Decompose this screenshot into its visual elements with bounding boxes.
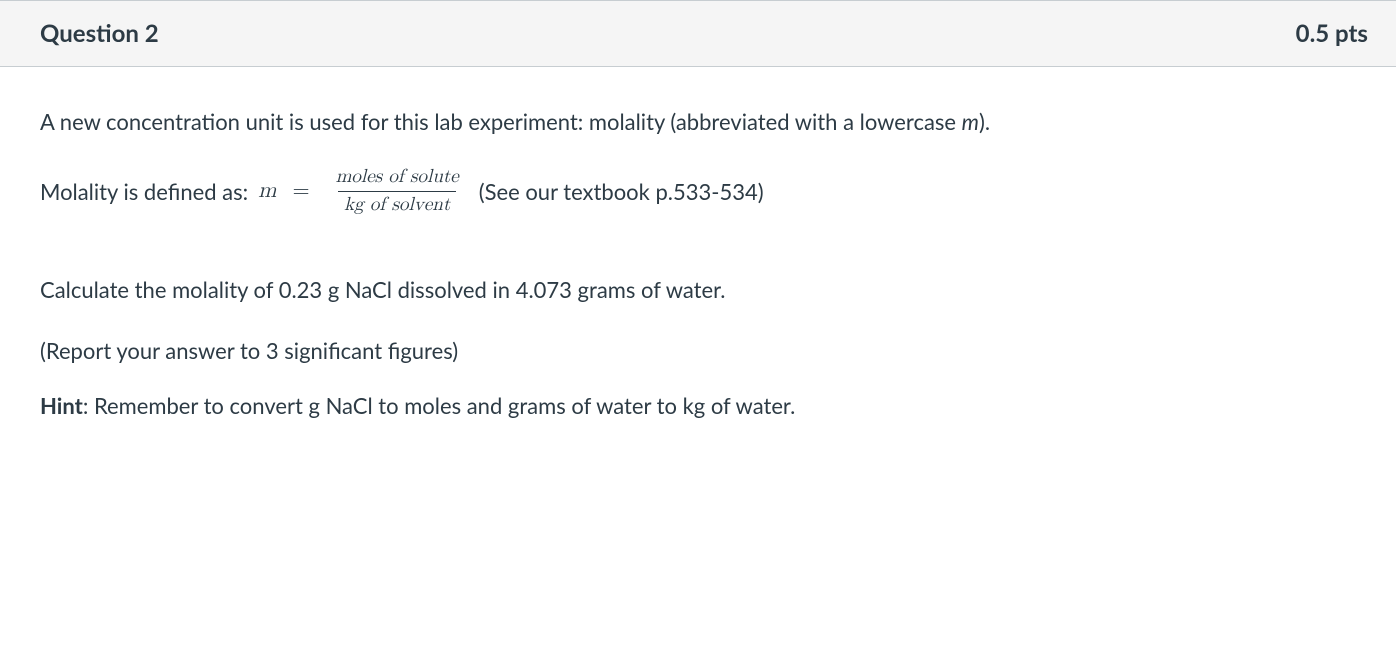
intro-paragraph: A new concentration unit is used for thi… [40,105,1356,138]
hint-paragraph: Hint: Remember to convert g NaCl to mole… [40,389,1356,422]
intro-text-1: A new concentration unit is used for thi… [40,108,962,135]
molality-definition: Molality is defined as: m = moles of sol… [40,166,1356,217]
sigfig-note: (Report your answer to 3 significant fig… [40,334,1356,367]
hint-text: : Remember to convert g NaCl to moles an… [83,392,795,419]
variable-m: m [258,175,276,208]
definition-tail: (See our textbook p.533-534) [479,175,764,208]
question-title: Question 2 [40,19,159,48]
question-points: 0.5 pts [1296,19,1368,48]
intro-italic-m: m [962,108,979,135]
definition-lead: Molality is defined as: [40,175,248,208]
question-card: Question 2 0.5 pts A new concentration u… [0,0,1396,464]
fraction-denominator: kg of solvent [338,191,456,217]
question-header: Question 2 0.5 pts [0,1,1396,67]
equals-sign: = [286,175,315,208]
fraction: moles of solute kg of solvent [330,166,465,217]
question-body: A new concentration unit is used for thi… [0,67,1396,464]
calculation-prompt: Calculate the molality of 0.23 g NaCl di… [40,273,1356,306]
fraction-numerator: moles of solute [330,166,465,191]
intro-text-2: ). [979,108,990,135]
hint-label: Hint [40,392,83,419]
